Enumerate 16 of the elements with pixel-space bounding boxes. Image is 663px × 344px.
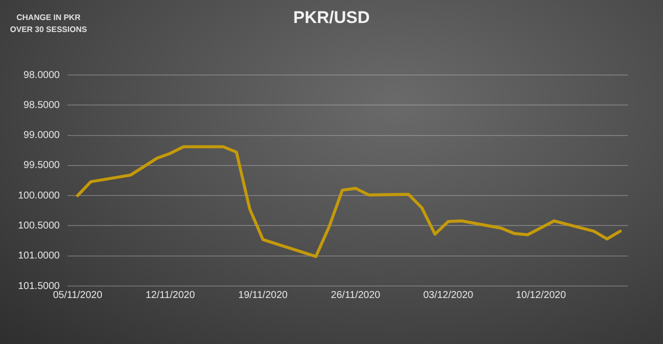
y-tick-label: 99.0000 bbox=[24, 130, 60, 142]
x-tick-label: 12/11/2020 bbox=[146, 290, 196, 301]
y-tick-label: 99.5000 bbox=[24, 160, 60, 172]
x-tick-label: 19/11/2020 bbox=[238, 290, 288, 301]
y-tick-label: 101.5000 bbox=[18, 280, 60, 292]
x-tick-label: 05/11/2020 bbox=[52, 290, 103, 301]
y-tick-label: 98.0000 bbox=[24, 70, 60, 81]
x-tick-label: 10/12/2020 bbox=[516, 290, 566, 301]
y-axis-title: CHANGE IN PKR OVER 30 SESSIONS bbox=[9, 12, 88, 36]
chart-title: PKR/USD bbox=[293, 8, 370, 27]
y-tick-label: 100.5000 bbox=[18, 220, 60, 232]
y-tick-label: 100.0000 bbox=[18, 190, 60, 202]
y-tick-label: 98.5000 bbox=[24, 100, 60, 111]
x-tick-label: 26/11/2020 bbox=[330, 290, 381, 301]
x-tick-label: 03/12/2020 bbox=[423, 290, 474, 301]
y-tick-label: 101.0000 bbox=[18, 250, 60, 262]
